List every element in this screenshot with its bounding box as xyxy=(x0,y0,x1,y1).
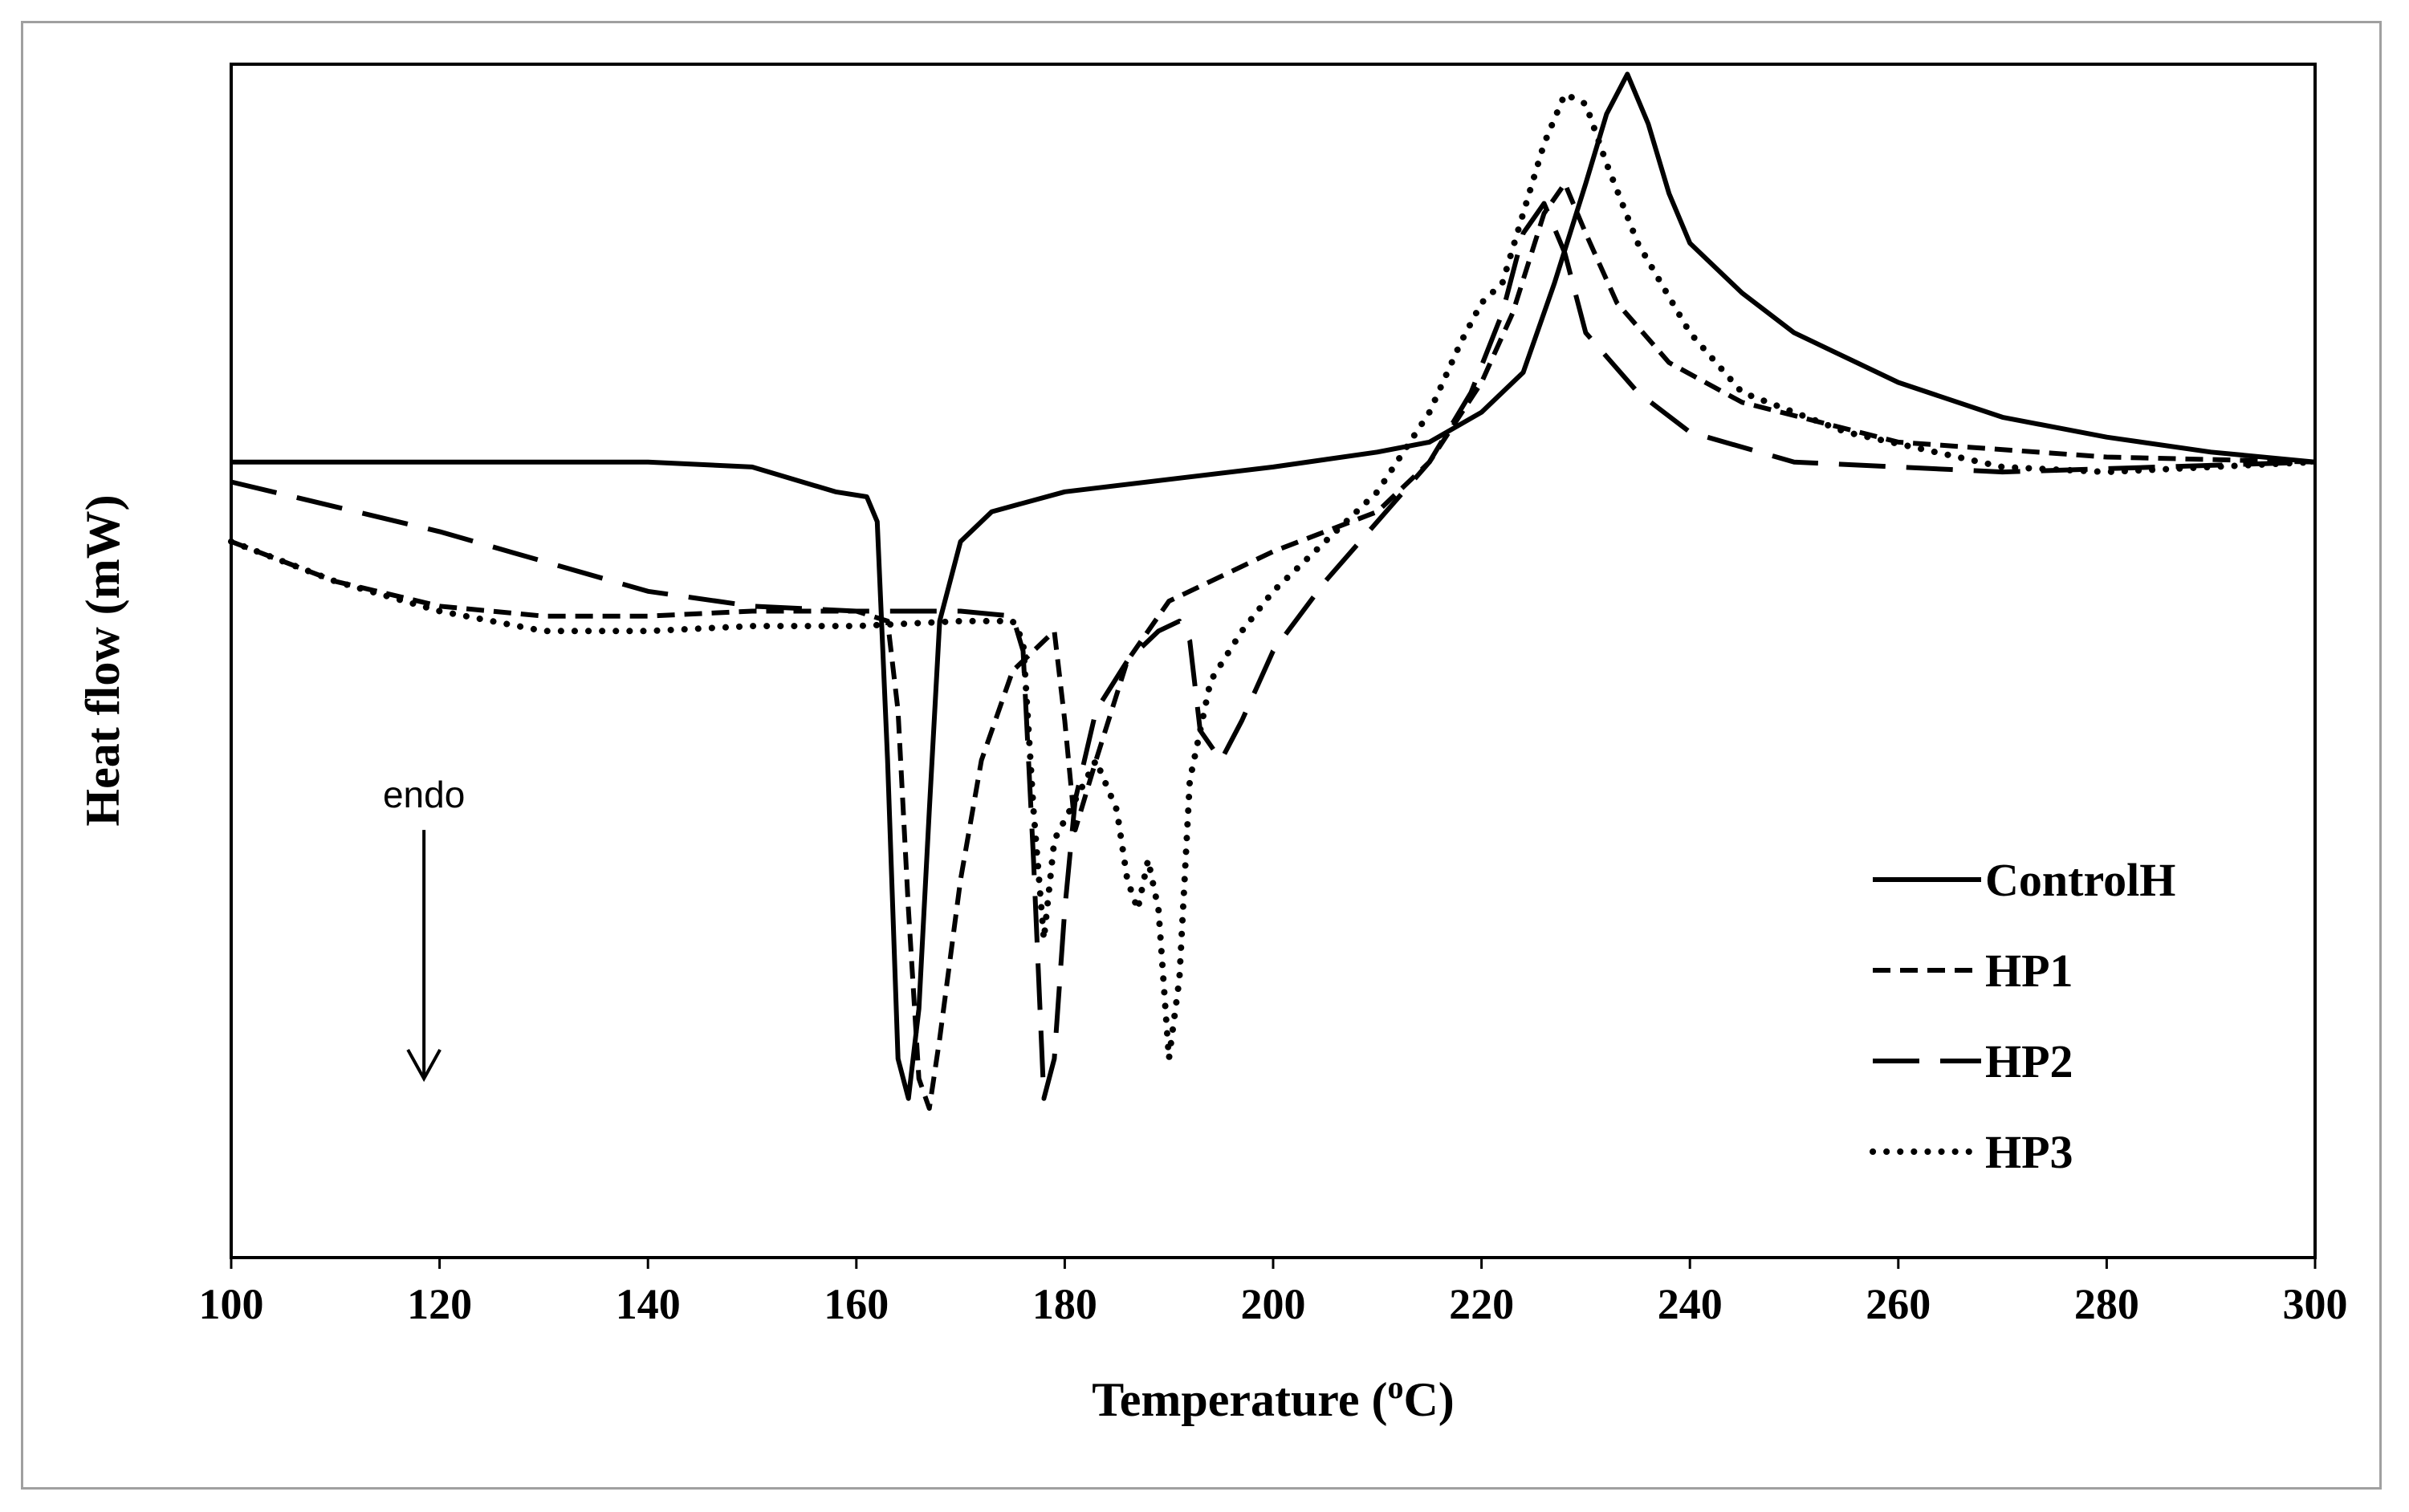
series-layer xyxy=(228,71,2318,1112)
figure-frame xyxy=(21,21,2382,1490)
legend-label-hp3: HP3 xyxy=(1985,1126,2073,1178)
x-tick-label: 280 xyxy=(2074,1280,2139,1328)
x-tick-label: 140 xyxy=(616,1280,681,1328)
series-line-hp2 xyxy=(230,201,2316,1101)
x-tick-label: 300 xyxy=(2283,1280,2348,1328)
y-axis-title: Heat flow (mW) xyxy=(76,494,129,826)
x-tick-label: 160 xyxy=(824,1280,889,1328)
endo-annotation: endo xyxy=(383,774,465,1083)
series-line-controlh xyxy=(231,71,2316,1101)
x-tick-label: 260 xyxy=(1866,1280,1931,1328)
x-tick-label: 120 xyxy=(407,1280,472,1328)
series-line-hp3 xyxy=(228,91,2318,1063)
x-tick-label: 220 xyxy=(1449,1280,1514,1328)
legend-label-controlh: ControlH xyxy=(1985,854,2175,906)
legend-label-hp1: HP1 xyxy=(1985,945,2073,997)
x-axis-title: Temperature (oC) xyxy=(1092,1369,1455,1426)
endo-arrow-head xyxy=(406,1048,442,1083)
x-tick-label: 240 xyxy=(1658,1280,1723,1328)
x-tick-label: 100 xyxy=(199,1280,264,1328)
endo-label: endo xyxy=(383,774,465,815)
legend: ControlH HP1 HP2 HP3 xyxy=(1870,854,2175,1178)
x-tick-label: 180 xyxy=(1032,1280,1097,1328)
x-axis-ticks: 100 120 140 160 180 200 220 240 260 280 300 xyxy=(199,1258,2348,1328)
x-tick-label: 200 xyxy=(1241,1280,1306,1328)
legend-label-hp2: HP2 xyxy=(1985,1035,2073,1087)
